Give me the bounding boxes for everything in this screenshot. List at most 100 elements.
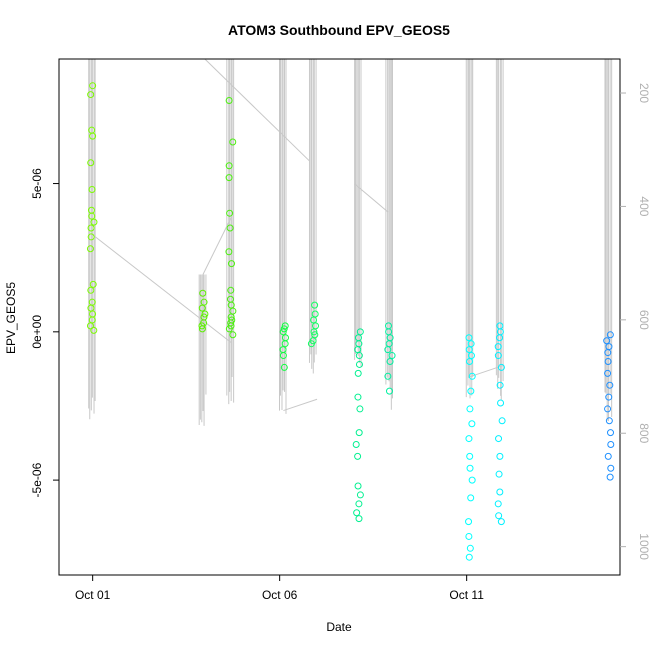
right-tick-label: 400 (637, 196, 650, 216)
data-point (605, 393, 613, 401)
data-point (89, 132, 97, 140)
data-point (87, 159, 95, 167)
x-tick-label: Oct 01 (75, 588, 111, 602)
data-point (280, 363, 288, 371)
data-point (307, 340, 315, 348)
transit-lines (92, 58, 505, 412)
data-point (355, 352, 363, 360)
data-point (468, 372, 476, 380)
data-point (89, 82, 97, 90)
data-point (279, 328, 287, 336)
right-tick-label: 800 (637, 423, 650, 443)
x-tick-label: Oct 11 (449, 588, 484, 602)
data-point (465, 346, 473, 354)
plot-frame (58, 58, 621, 576)
data-point (87, 91, 95, 99)
data-point (384, 372, 392, 380)
data-point (495, 470, 503, 478)
data-point (310, 316, 318, 324)
transit-line (202, 217, 232, 275)
right-tick-label: 200 (637, 83, 650, 103)
data-point (87, 224, 95, 232)
data-point (604, 452, 612, 460)
data-point (356, 491, 364, 499)
data-point (201, 310, 209, 318)
data-point (467, 494, 475, 502)
data-point (198, 325, 206, 333)
data-point (86, 322, 94, 330)
data-point (90, 218, 98, 226)
data-point (467, 352, 475, 360)
data-point (354, 393, 362, 401)
data-point (497, 518, 505, 526)
data-point (227, 286, 235, 294)
data-point (467, 387, 475, 395)
data-point (87, 286, 95, 294)
data-point (281, 322, 289, 330)
data-point (466, 544, 474, 552)
data-point (198, 322, 206, 330)
data-point (388, 352, 396, 360)
data-point (465, 518, 473, 526)
data-point (606, 473, 614, 481)
data-point (226, 224, 234, 232)
data-point (356, 405, 364, 413)
data-point (496, 381, 504, 389)
data-point (606, 331, 614, 339)
data-point (607, 464, 615, 472)
data-point (226, 209, 234, 217)
data-point (90, 326, 98, 334)
data-point (225, 162, 233, 170)
data-point (225, 97, 233, 105)
data-point (310, 328, 318, 336)
data-point (354, 369, 362, 377)
data-point (494, 343, 502, 351)
data-point (465, 435, 473, 443)
data-point (229, 331, 237, 339)
data-point (87, 233, 95, 241)
data-point (227, 322, 235, 330)
y-axis: -5e-06 0e+00 5e-06 (30, 168, 59, 497)
data-point (229, 138, 237, 146)
y-tick-label: 0e+00 (30, 315, 44, 349)
data-point (607, 441, 615, 449)
transit-line (283, 398, 318, 412)
data-point (280, 325, 288, 333)
data-point (604, 349, 612, 357)
data-point (88, 212, 96, 220)
right-tick-label: 600 (637, 310, 650, 330)
data-point (494, 500, 502, 508)
data-point (354, 482, 362, 490)
data-point (384, 346, 392, 354)
transit-line (204, 58, 310, 162)
data-point (465, 334, 473, 342)
data-point (86, 245, 94, 253)
data-point (466, 464, 474, 472)
data-point (496, 452, 504, 460)
data-point (225, 174, 233, 182)
data-point (199, 289, 207, 297)
data-point (468, 420, 476, 428)
x-axis-label: Date (326, 620, 352, 634)
data-point (495, 435, 503, 443)
data-point (497, 399, 505, 407)
data-point (604, 405, 612, 413)
data-point (355, 360, 363, 368)
data-point (495, 512, 503, 520)
data-point (386, 357, 394, 365)
data-point (355, 429, 363, 437)
data-point (497, 363, 505, 371)
data-point (354, 452, 362, 460)
data-point (466, 357, 474, 365)
data-point (227, 260, 235, 268)
data-point (281, 340, 289, 348)
data-point (498, 417, 506, 425)
data-point (385, 387, 393, 395)
right-tick-label: 1000 (637, 533, 650, 560)
pressure-curtains (88, 59, 613, 426)
data-point (355, 515, 363, 523)
data-point (607, 429, 615, 437)
data-point (225, 248, 233, 256)
right-axis: 200 400 600 800 1000 (620, 83, 650, 560)
